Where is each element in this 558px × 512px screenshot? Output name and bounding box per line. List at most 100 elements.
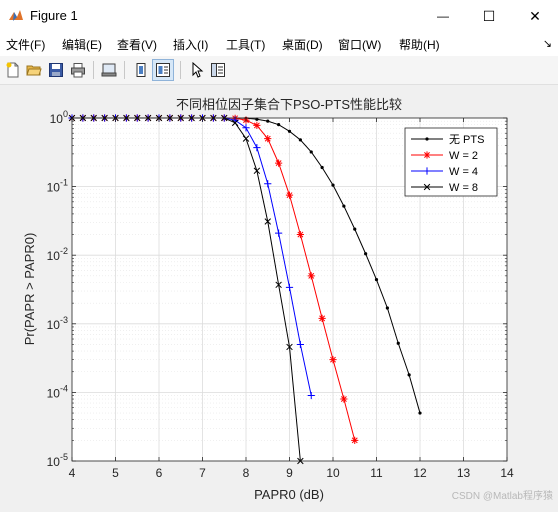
series-3-point: [242, 135, 250, 142]
legend-entry: W = 8: [449, 182, 478, 194]
legend-marker: [423, 183, 431, 191]
close-button[interactable]: ✕: [512, 0, 558, 32]
y-tick-label: 10-2: [47, 246, 68, 263]
series-1-point: [253, 121, 261, 130]
x-tick-label: 10: [326, 466, 340, 480]
series-0-point: [320, 165, 324, 170]
series-1-point: [329, 356, 337, 364]
open-file-button[interactable]: [23, 59, 45, 81]
y-axis-label: Pr(PAPR > PAPR0): [22, 233, 37, 346]
print-button[interactable]: [67, 59, 89, 81]
series-0-point: [266, 119, 270, 123]
edit-plot-button[interactable]: [186, 59, 208, 81]
series-0-point: [396, 341, 400, 345]
figure-canvas[interactable]: 4 5 6 7 8 9 10 11 12 13 14 100 10-1 10-2 10-3 10-4 10-5 …: [0, 85, 558, 507]
x-tick-label: 14: [500, 466, 514, 480]
edit-plot-icon: [192, 62, 204, 78]
series-3-point: [275, 281, 282, 289]
maximize-icon: ☐: [482, 7, 496, 24]
x-tick-label: 6: [156, 466, 163, 480]
series-0-point: [407, 373, 411, 377]
x-axis-label: PAPR0 (dB): [254, 487, 324, 502]
menu-view[interactable]: 查看(V): [117, 38, 157, 52]
series-1-point: [351, 436, 359, 444]
legend-marker: [423, 151, 431, 159]
series-0-point: [309, 150, 313, 154]
property-inspector-icon: [211, 63, 225, 77]
legend-marker: [425, 137, 429, 141]
menu-help[interactable]: 帮助(H): [399, 38, 440, 52]
series-2-point: [307, 391, 315, 400]
series-0-point: [331, 183, 335, 187]
print-icon: [71, 63, 85, 78]
series-0-point: [418, 411, 422, 415]
matlab-figure-icon: [9, 10, 23, 21]
show-plot-tools-button[interactable]: [152, 59, 174, 81]
new-file-icon: [6, 62, 19, 78]
menu-window[interactable]: 窗口(W): [338, 38, 382, 52]
x-tick-label: 12: [413, 466, 427, 480]
legend-entry: W = 4: [449, 166, 478, 178]
toolbar-separator: [124, 61, 125, 79]
series-0-point: [255, 117, 259, 121]
show-plot-tools-icon: [156, 63, 170, 77]
series-0-point: [342, 204, 346, 208]
legend-marker: [423, 167, 431, 175]
series-0-point: [385, 306, 389, 310]
legend-entry: 无 PTS: [449, 134, 484, 146]
menu-file[interactable]: 文件(F): [6, 38, 46, 52]
series-2-point: [296, 340, 304, 349]
chart-title: 不同相位因子集合下PSO-PTS性能比较: [176, 97, 402, 112]
series-0-point: [353, 227, 357, 231]
series-2-point: [242, 124, 250, 132]
series-3-point: [231, 119, 239, 127]
series-1-point: [340, 395, 348, 403]
dock-arrow-icon[interactable]: ↘: [542, 38, 552, 50]
y-tick-label: 10-5: [47, 452, 68, 469]
series-3-point: [286, 343, 293, 351]
series-1-point: [296, 230, 304, 239]
series-2-point: [264, 180, 272, 188]
window-title: Figure 1: [30, 8, 78, 23]
x-tick-label: 4: [69, 466, 76, 480]
toolbar: [0, 56, 558, 85]
series-0-point: [374, 278, 379, 282]
save-button[interactable]: [45, 59, 67, 81]
menu-desktop[interactable]: 桌面(D): [282, 38, 323, 52]
y-tick-label: 100: [50, 109, 68, 126]
y-tick-label: 10-1: [47, 178, 68, 195]
menu-bar: 文件(F) 编辑(E) 查看(V) 插入(I) 工具(T) 桌面(D) 窗口(W…: [0, 32, 558, 56]
toolbar-separator: [93, 61, 94, 79]
x-tick-label: 8: [243, 466, 250, 480]
plot-svg: 4 5 6 7 8 9 10 11 12 13 1410010-110-210-310-410-5 …: [22, 97, 553, 502]
series-1-point: [275, 159, 283, 167]
x-tick-label: 5: [112, 466, 119, 480]
series-2-point: [275, 229, 283, 237]
x-tick-label: 13: [457, 466, 471, 480]
menu-insert[interactable]: 插入(I): [173, 38, 209, 52]
legend-entry: W = 2: [449, 150, 478, 162]
menu-tools[interactable]: 工具(T): [226, 38, 266, 52]
series-1-point: [285, 191, 294, 199]
toolbar-separator: [180, 61, 181, 79]
hide-plot-tools-button[interactable]: [130, 59, 152, 81]
series-1-point: [318, 314, 326, 322]
menu-edit[interactable]: 编辑(E): [62, 38, 102, 52]
series-2-point: [253, 144, 261, 152]
series-0-point: [287, 129, 292, 133]
minimize-button[interactable]: —: [420, 0, 466, 32]
close-icon: ✕: [529, 7, 541, 24]
maximize-button[interactable]: ☐: [466, 0, 512, 32]
series-0-point: [298, 138, 302, 142]
link-plot-button[interactable]: [98, 59, 120, 81]
x-tick-label: 9: [286, 466, 293, 480]
series-2-point: [285, 283, 294, 291]
y-tick-label: 10-3: [47, 315, 68, 332]
legend[interactable]: 无 PTS W = 2 W = 4 W = 8: [404, 127, 498, 197]
series-3-point: [264, 218, 271, 225]
property-inspector-button[interactable]: [207, 59, 229, 81]
new-figure-button[interactable]: [2, 59, 24, 81]
title-bar: Figure 1 — ☐ ✕: [0, 0, 558, 32]
series-1-point: [264, 135, 272, 143]
link-plot-icon: [101, 63, 117, 77]
